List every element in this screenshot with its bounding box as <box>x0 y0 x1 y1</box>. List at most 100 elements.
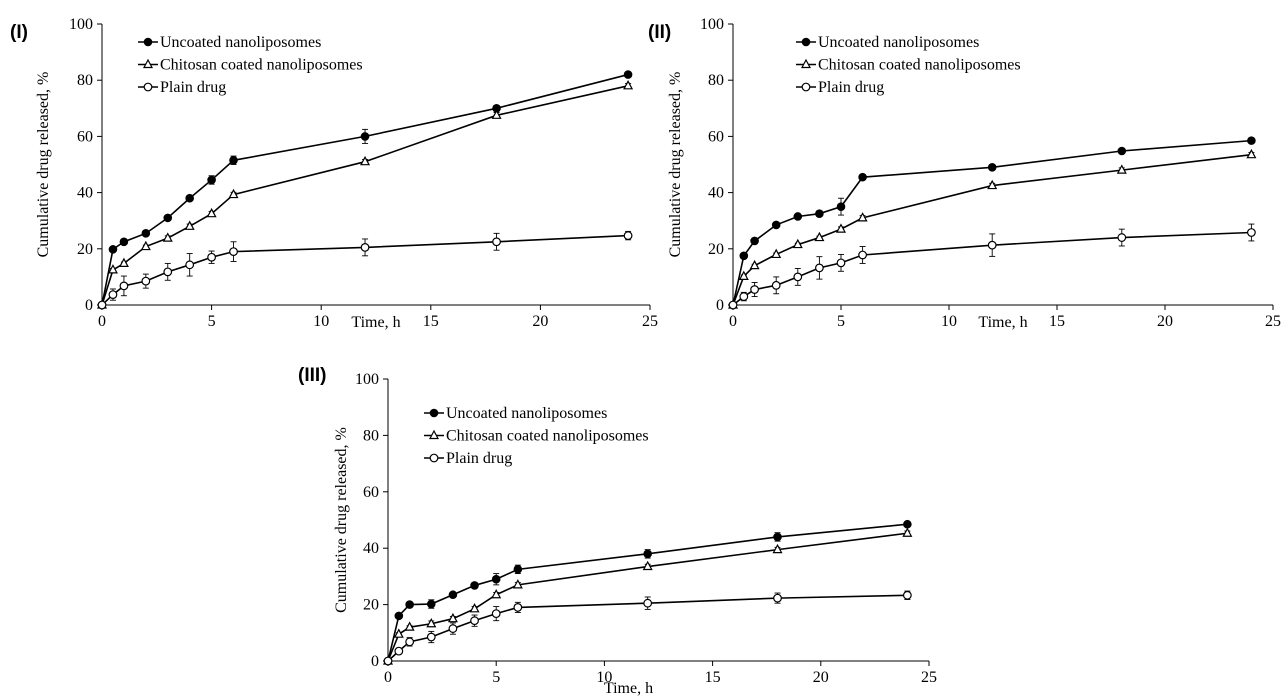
y-tick-label: 80 <box>77 72 93 89</box>
legend-label: Plain drug <box>446 450 512 467</box>
x-axis-title: Time, h <box>351 314 400 331</box>
data-point <box>988 164 996 172</box>
data-point <box>904 591 912 599</box>
legend-marker <box>144 83 152 91</box>
y-tick-label: 40 <box>363 540 379 557</box>
data-point <box>903 529 911 537</box>
y-tick-label: 100 <box>355 371 379 388</box>
data-point <box>186 194 194 202</box>
panel-label: (III) <box>298 365 327 386</box>
y-tick-label: 100 <box>700 16 724 33</box>
data-point <box>361 133 369 141</box>
data-point <box>109 246 117 254</box>
x-tick-label: 10 <box>313 313 329 330</box>
data-point <box>492 610 500 618</box>
data-point <box>120 282 128 290</box>
x-tick-label: 5 <box>837 313 845 330</box>
data-point <box>837 259 845 267</box>
data-point <box>644 550 652 558</box>
legend-label: Uncoated nanoliposomes <box>446 405 607 422</box>
data-point <box>740 293 748 301</box>
y-tick-label: 100 <box>69 16 93 33</box>
x-tick-label: 15 <box>1049 313 1065 330</box>
series-line <box>102 75 628 305</box>
data-point <box>816 210 824 218</box>
data-point <box>208 253 216 261</box>
y-tick-label: 0 <box>85 297 93 314</box>
legend-label: Uncoated nanoliposomes <box>160 34 321 51</box>
legend-marker <box>430 409 438 417</box>
data-point <box>816 264 824 272</box>
legend-entry: Chitosan coated nanoliposomes <box>796 57 1021 74</box>
x-tick-label: 0 <box>98 313 106 330</box>
x-axis-title: Time, h <box>978 314 1027 331</box>
data-point <box>142 230 150 238</box>
data-point <box>471 604 479 612</box>
y-axis-title: Cumulative drug released, % <box>333 427 350 613</box>
data-point <box>794 213 802 221</box>
data-point <box>774 594 782 602</box>
legend-label: Chitosan coated nanoliposomes <box>818 57 1021 74</box>
chart-panel-2: (II) 0 20 40 60 80 100 0 5 10 15 20 25 Time, h Cumulat… <box>648 16 1281 331</box>
y-tick-label: 40 <box>77 185 93 202</box>
x-tick-label: 20 <box>532 313 548 330</box>
data-point <box>230 156 238 164</box>
series-line <box>388 524 907 661</box>
legend-label: Uncoated nanoliposomes <box>818 34 979 51</box>
data-point <box>406 638 414 646</box>
data-point <box>729 301 737 309</box>
legend-entry: Chitosan coated nanoliposomes <box>424 428 649 445</box>
data-point <box>514 604 522 612</box>
y-axis-title: Cumulative drug released, % <box>35 72 52 258</box>
series-1 <box>98 71 632 309</box>
series-1 <box>729 137 1255 309</box>
data-point <box>1248 229 1256 237</box>
y-tick-label: 80 <box>708 72 724 89</box>
legend-marker <box>144 38 152 46</box>
legend-marker <box>430 454 438 462</box>
data-point <box>988 241 996 249</box>
x-tick-label: 15 <box>705 669 721 686</box>
data-point <box>1247 150 1255 158</box>
data-point <box>164 268 172 276</box>
data-point <box>751 237 759 245</box>
legend-label: Plain drug <box>818 79 884 96</box>
data-point <box>859 173 867 181</box>
y-tick-label: 20 <box>363 597 379 614</box>
x-tick-label: 0 <box>729 313 737 330</box>
chart-panel-3: (III)0204060801000 5 10 15 20 25Time, hCumula… <box>298 365 937 697</box>
data-point <box>751 286 759 294</box>
series-3 <box>729 224 1255 309</box>
data-point <box>98 301 106 309</box>
legend-entry: Uncoated nanoliposomes <box>424 405 607 422</box>
data-point <box>208 176 216 184</box>
data-point <box>774 533 782 541</box>
data-point <box>120 238 128 246</box>
data-point <box>1118 234 1126 242</box>
data-point <box>120 259 128 267</box>
data-point <box>395 612 403 620</box>
y-tick-label: 20 <box>708 241 724 258</box>
data-point <box>794 273 802 281</box>
data-point <box>492 575 500 583</box>
panel-label: (I) <box>10 22 28 43</box>
data-point <box>471 582 479 590</box>
data-point <box>772 221 780 229</box>
legend-entry: Uncoated nanoliposomes <box>138 34 321 51</box>
y-tick-label: 0 <box>371 653 379 670</box>
y-axis-title: Cumulative drug released, % <box>667 72 684 258</box>
series-line <box>102 86 628 305</box>
data-point <box>142 277 150 285</box>
data-point <box>1118 147 1126 155</box>
data-point <box>740 252 748 260</box>
legend-label: Chitosan coated nanoliposomes <box>446 428 649 445</box>
data-point <box>772 282 780 290</box>
series-3 <box>98 231 632 308</box>
data-point <box>837 203 845 211</box>
y-tick-label: 0 <box>716 297 724 314</box>
x-tick-label: 5 <box>492 669 500 686</box>
series-3 <box>384 591 911 665</box>
data-point <box>471 617 479 625</box>
y-tick-label: 40 <box>708 185 724 202</box>
